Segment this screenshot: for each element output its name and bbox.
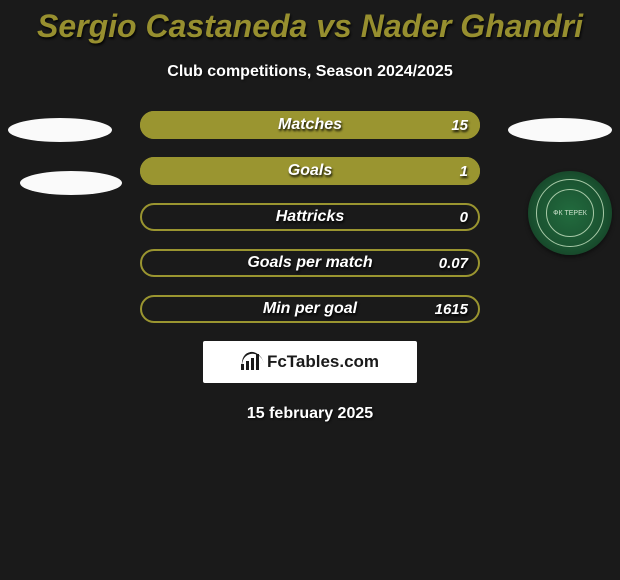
bar-label: Matches — [140, 111, 480, 139]
bar-label: Min per goal — [140, 295, 480, 323]
bar-row-min-per-goal: Min per goal 1615 — [140, 295, 480, 323]
bar-value-right: 1 — [460, 157, 468, 185]
club-badge-outer-ring: ФК ТЕРЕК — [536, 179, 604, 247]
club-badge: ФК ТЕРЕК — [528, 171, 612, 255]
bar-value-right: 0.07 — [439, 249, 468, 277]
comparison-content: ФК ТЕРЕК Matches 15 Goals 1 Hattricks 0 — [0, 111, 620, 423]
bar-row-hattricks: Hattricks 0 — [140, 203, 480, 231]
bar-chart-icon — [241, 354, 261, 370]
bar-value-right: 0 — [460, 203, 468, 231]
bar-label: Goals — [140, 157, 480, 185]
bar-value-right: 1615 — [435, 295, 468, 323]
bar-label: Hattricks — [140, 203, 480, 231]
right-player-shape-1 — [508, 118, 612, 142]
brand-box[interactable]: FcTables.com — [203, 341, 417, 383]
bar-row-goals: Goals 1 — [140, 157, 480, 185]
club-badge-inner: ФК ТЕРЕК — [546, 189, 594, 237]
stat-bars: Matches 15 Goals 1 Hattricks 0 Goals per… — [140, 111, 480, 323]
brand-text: FcTables.com — [267, 352, 379, 372]
left-player-shape-1 — [8, 118, 112, 142]
left-player-shape-2 — [20, 171, 122, 195]
season-subtitle: Club competitions, Season 2024/2025 — [0, 63, 620, 81]
bar-value-right: 15 — [451, 111, 468, 139]
comparison-title: Sergio Castaneda vs Nader Ghandri — [0, 0, 620, 45]
bar-row-goals-per-match: Goals per match 0.07 — [140, 249, 480, 277]
date-line: 15 february 2025 — [0, 405, 620, 423]
bar-label: Goals per match — [140, 249, 480, 277]
bar-row-matches: Matches 15 — [140, 111, 480, 139]
